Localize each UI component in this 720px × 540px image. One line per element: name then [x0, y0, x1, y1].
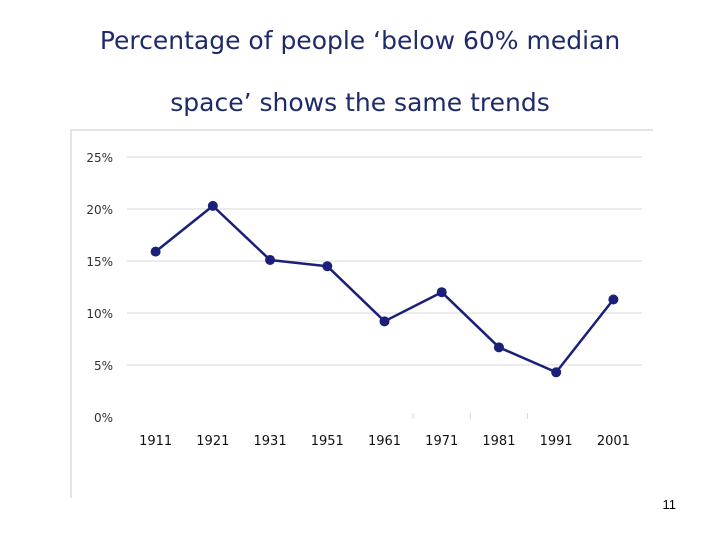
x-tick-label: 1951 — [311, 434, 344, 449]
y-tick-label: 20% — [86, 203, 113, 217]
data-point — [265, 254, 276, 265]
data-point — [608, 294, 619, 305]
grid-layer — [127, 156, 642, 419]
title-line-1: Percentage of people ‘below 60% median — [99, 26, 621, 55]
title-line-2: space’ shows the same trends — [170, 88, 550, 117]
data-point — [379, 316, 390, 327]
data-point — [207, 200, 218, 211]
x-tick-label: 1991 — [540, 434, 573, 449]
x-tick-label: 1921 — [196, 434, 229, 449]
data-point — [551, 367, 562, 378]
page-number: 11 — [662, 497, 677, 512]
data-point — [493, 342, 504, 353]
y-tick-label: 5% — [94, 359, 113, 373]
x-tick-label: 1971 — [425, 434, 458, 449]
x-tick-label: 1981 — [482, 434, 515, 449]
y-tick-label: 10% — [86, 307, 113, 321]
data-point — [150, 246, 161, 257]
data-point — [322, 261, 333, 272]
x-tick-label: 2001 — [597, 434, 630, 449]
y-tick-labels: 0% 5% 10% 15% 20% 25% — [86, 151, 113, 425]
y-tick-label: 25% — [86, 151, 113, 165]
slide-title: Percentage of people ‘below 60% median s… — [0, 10, 720, 134]
series-layer — [150, 200, 619, 378]
x-tick-label: 1911 — [139, 434, 172, 449]
y-tick-label: 15% — [86, 255, 113, 269]
x-tick-label: 1931 — [254, 434, 287, 449]
data-point — [436, 287, 447, 298]
series-line — [154, 204, 615, 374]
x-tick-label: 1961 — [368, 434, 401, 449]
y-tick-label: 0% — [94, 411, 113, 425]
x-tick-labels: 1911 1921 1931 1951 1961 1971 1981 1991 2001 — [139, 434, 630, 449]
